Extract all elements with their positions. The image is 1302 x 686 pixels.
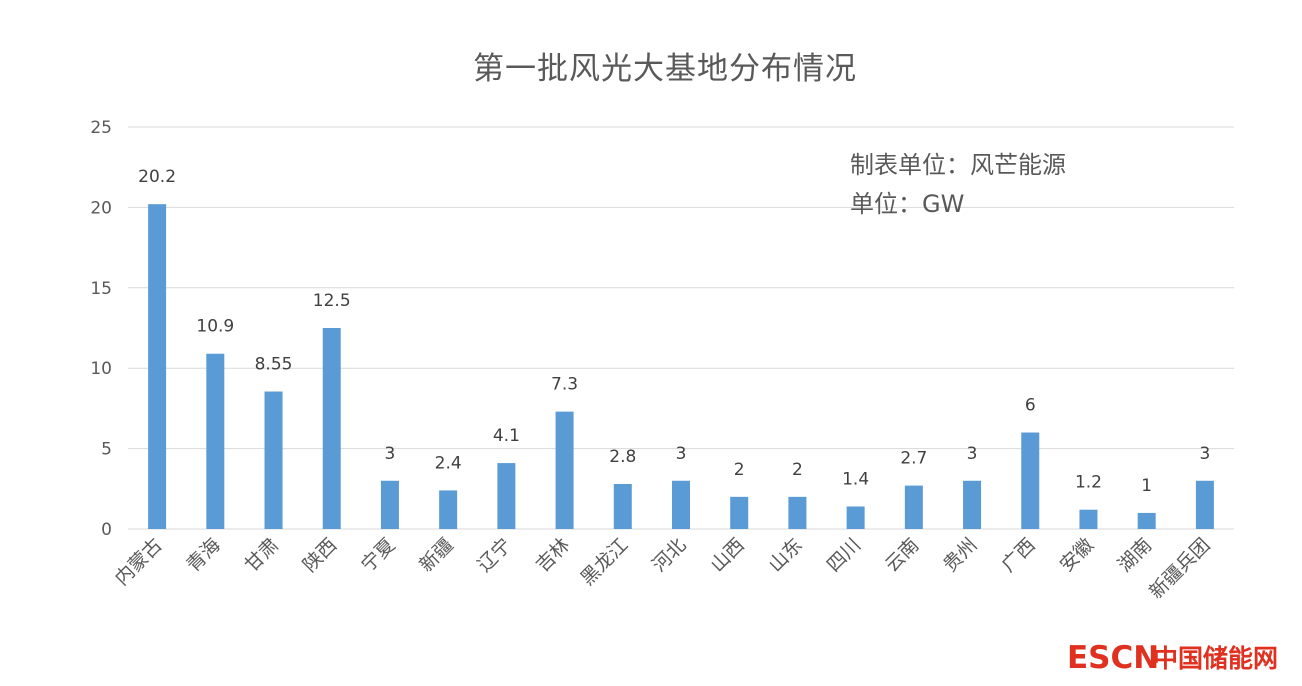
- x-tick-label: 辽宁: [473, 534, 515, 576]
- x-tick-label: 黑龙江: [576, 534, 632, 590]
- bar: [1079, 509, 1098, 529]
- chart-title: 第一批风光大基地分布情况: [473, 51, 857, 87]
- y-axis-ticks: 0 5 10 15 20 25: [90, 118, 112, 540]
- bar: [730, 496, 749, 529]
- bar: [1021, 432, 1040, 529]
- y-tick-label: 5: [101, 440, 112, 460]
- x-tick-label: 甘肃: [241, 534, 283, 576]
- x-tick-label: 新疆: [415, 534, 457, 576]
- x-tick-label: 青海: [182, 534, 224, 576]
- annotation-producer: 制表单位：风芒能源: [850, 151, 1066, 179]
- bar: [904, 485, 923, 529]
- annotation-unit: 单位：GW: [850, 190, 964, 218]
- x-tick-label: 吉林: [532, 534, 574, 576]
- data-label: 8.55: [255, 355, 293, 375]
- bar: [497, 463, 516, 529]
- data-label: 3: [1199, 444, 1210, 464]
- bar: [439, 490, 458, 529]
- data-labels: 20.2 10.9 8.55 12.5 3 2.4 4.1 7.3 2.8 3 2 2 1.4 2.7 3 6…: [138, 167, 1210, 496]
- x-tick-label: 四川: [823, 534, 865, 576]
- x-tick-label: 贵州: [939, 534, 981, 576]
- data-label: 2.4: [435, 453, 462, 473]
- x-tick-label: 新疆兵团: [1145, 534, 1214, 603]
- x-tick-label: 山东: [765, 534, 807, 576]
- data-label: 6: [1025, 396, 1036, 416]
- bar: [963, 480, 982, 529]
- x-tick-label: 云南: [881, 534, 923, 576]
- bar: [672, 480, 690, 529]
- y-tick-label: 20: [90, 198, 112, 218]
- data-label: 10.9: [196, 317, 234, 337]
- bar: [1195, 480, 1214, 529]
- data-label: 3: [676, 444, 687, 464]
- bar: [206, 353, 225, 529]
- watermark-latin: ESCN: [1067, 640, 1159, 676]
- data-label: 2.7: [900, 449, 927, 469]
- bar: [148, 204, 167, 529]
- watermark-logo: ESCN 中国储能网: [1067, 640, 1278, 676]
- data-label: 7.3: [551, 375, 578, 395]
- data-label: 2: [792, 460, 803, 480]
- x-tick-label: 广西: [997, 534, 1039, 576]
- bar: [322, 328, 341, 529]
- bar: [380, 480, 399, 529]
- bar: [613, 483, 632, 529]
- x-tick-label: 山西: [706, 534, 748, 576]
- data-label: 3: [385, 444, 396, 464]
- y-tick-label: 0: [101, 520, 112, 540]
- gridlines: [128, 126, 1234, 530]
- y-tick-label: 15: [90, 279, 112, 299]
- watermark-chinese: 中国储能网: [1153, 644, 1278, 673]
- data-label: 3: [967, 444, 978, 464]
- x-tick-label: 湖南: [1114, 534, 1156, 576]
- y-tick-label: 10: [90, 359, 112, 379]
- y-tick-label: 25: [90, 118, 112, 138]
- bars: [148, 204, 1214, 529]
- x-tick-label: 安徽: [1056, 534, 1098, 576]
- x-tick-label: 内蒙古: [111, 534, 167, 590]
- x-tick-label: 河北: [648, 534, 690, 576]
- data-label: 2.8: [609, 447, 636, 467]
- bar: [788, 496, 807, 529]
- x-tick-label: 陕西: [299, 534, 341, 576]
- bar: [264, 391, 283, 529]
- bar: [1137, 512, 1156, 529]
- data-label: 12.5: [313, 291, 351, 311]
- data-label: 1.4: [842, 469, 869, 489]
- bar: [846, 506, 865, 529]
- x-tick-label: 宁夏: [357, 534, 399, 576]
- x-axis-ticks: 内蒙古 青海 甘肃 陕西 宁夏 新疆 辽宁 吉林 黑龙江 河北 山西 山东 四川 云南 贵州 广西 安徽 湖南新疆…: [111, 534, 1215, 603]
- bar: [555, 411, 574, 529]
- data-label: 1.2: [1075, 473, 1102, 493]
- data-label: 20.2: [138, 167, 176, 187]
- data-label: 1: [1141, 476, 1152, 496]
- data-label: 4.1: [493, 426, 520, 446]
- data-label: 2: [734, 460, 745, 480]
